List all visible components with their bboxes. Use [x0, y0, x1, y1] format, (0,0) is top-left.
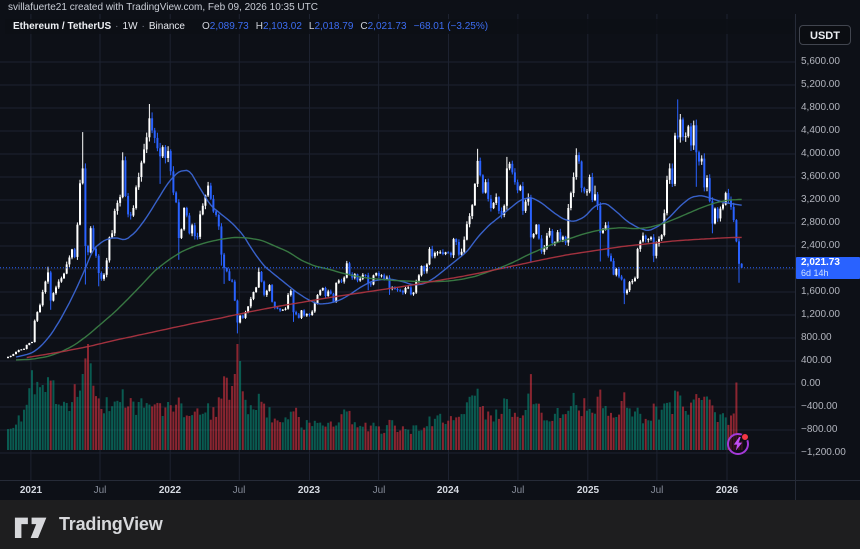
low-label: L [308, 21, 315, 32]
price-tick-label: 5,600.00 [801, 56, 840, 67]
open-value: 2,089.73 [209, 21, 249, 32]
time-tick-label: Jul [232, 485, 246, 496]
notification-dot [741, 433, 749, 441]
candlestick-chart[interactable] [0, 14, 795, 480]
symbol-legend: Ethereum / TetherUS · 1W · Binance O2,089.73 H… [5, 19, 793, 34]
time-tick-label: 2023 [297, 485, 321, 496]
price-tick-label: 3,600.00 [801, 171, 840, 182]
price-tick-label: 1,600.00 [801, 286, 840, 297]
tradingview-logo-icon[interactable] [14, 511, 51, 539]
open-label: O [202, 21, 210, 32]
current-price-label: 2,021.73 6d 14h [796, 257, 860, 279]
price-tick-label: 1,200.00 [801, 309, 840, 320]
change-value: −68.01 (−3.25%) [413, 21, 489, 32]
legend-separator: · [115, 21, 119, 32]
time-tick-label: Jul [372, 485, 386, 496]
time-tick-label: Jul [93, 485, 107, 496]
price-tick-label: −800.00 [801, 424, 838, 435]
currency-unit-button[interactable]: USDT [799, 25, 851, 45]
price-tick-label: 4,800.00 [801, 102, 840, 113]
time-tick-label: 2026 [715, 485, 739, 496]
attribution-bar: svillafuerte21 created with TradingView.… [0, 0, 860, 16]
high-value: 2,103.02 [262, 21, 302, 32]
chart-plot-area[interactable] [0, 14, 795, 480]
price-tick-label: −1,200.00 [801, 447, 846, 458]
low-value: 2,018.79 [314, 21, 354, 32]
attribution-text: svillafuerte21 created with TradingView.… [8, 2, 318, 13]
price-tick-label: 2,400.00 [801, 240, 840, 251]
price-axis[interactable]: 5,600.00 5,200.00 4,800.00 4,400.00 4,000.00… [796, 14, 860, 500]
price-tick-label: 4,000.00 [801, 148, 840, 159]
price-tick-label: 5,200.00 [801, 79, 840, 90]
legend-separator: · [141, 21, 145, 32]
tradingview-logo-text[interactable]: TradingView [59, 514, 163, 534]
price-tick-label: 0.00 [801, 378, 821, 389]
price-tick-label: 4,400.00 [801, 125, 840, 136]
symbol-title[interactable]: Ethereum / TetherUS [13, 21, 112, 32]
time-tick-label: Jul [650, 485, 664, 496]
close-label: C [360, 21, 368, 32]
price-tick-label: 2,800.00 [801, 217, 840, 228]
close-value: 2,021.73 [367, 21, 407, 32]
time-tick-label: 2025 [576, 485, 600, 496]
price-tick-label: 3,200.00 [801, 194, 840, 205]
price-tick-label: 400.00 [801, 355, 832, 366]
axis-divider [795, 14, 796, 500]
footer-bar: TradingView [0, 500, 860, 549]
lightning-icon[interactable] [727, 433, 749, 455]
interval-label[interactable]: 1W [122, 21, 138, 32]
current-price-value: 2,021.73 [801, 257, 840, 268]
time-axis[interactable]: 2021 Jul 2022 Jul 2023 Jul 2024 Jul 2025 Jul 2026 [0, 480, 860, 501]
price-tick-label: −400.00 [801, 401, 838, 412]
bar-countdown: 6d 14h [801, 268, 829, 278]
lightning-bolt-glyph [733, 437, 743, 451]
time-tick-label: 2022 [158, 485, 182, 496]
high-label: H [255, 21, 263, 32]
time-tick-label: 2021 [19, 485, 43, 496]
time-tick-label: Jul [511, 485, 525, 496]
price-tick-label: 800.00 [801, 332, 832, 343]
exchange-label[interactable]: Binance [148, 21, 185, 32]
time-tick-label: 2024 [436, 485, 460, 496]
